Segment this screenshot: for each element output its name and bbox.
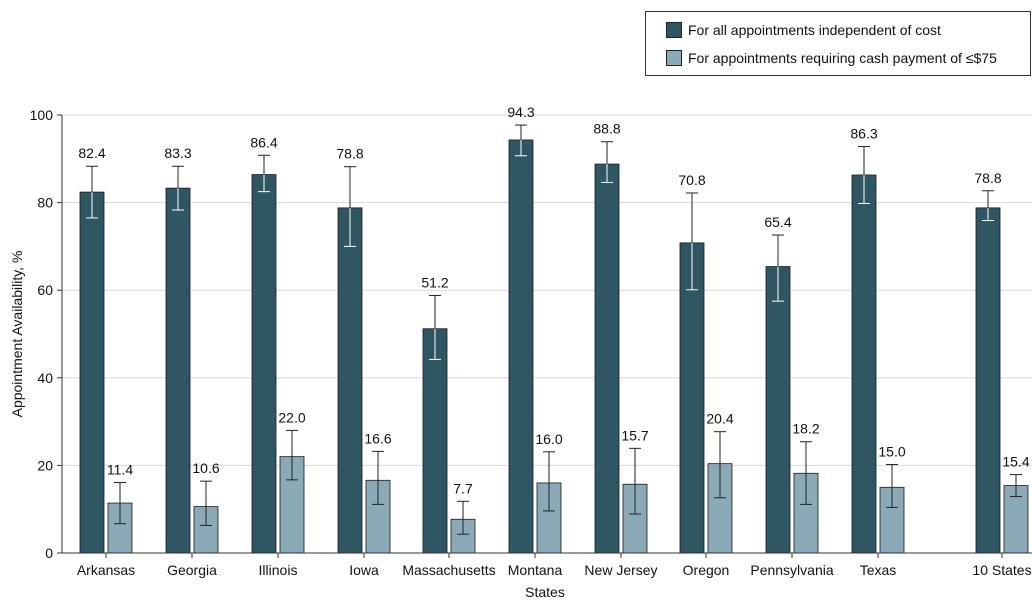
error-bar-cash-payment-pennsylvania bbox=[800, 441, 812, 505]
value-label-cash-payment-10-states: 15.4 bbox=[1002, 454, 1029, 470]
value-label-cash-payment-massachusetts: 7.7 bbox=[453, 480, 473, 496]
x-tick-label-illinois: Illinois bbox=[259, 562, 298, 578]
bar-all-appointments-oregon bbox=[679, 242, 705, 554]
error-bar-all-appointments-illinois bbox=[258, 154, 270, 193]
y-axis-label: Appointment Availability, % bbox=[9, 251, 25, 418]
legend-item-cash-payment: For appointments requiring cash payment … bbox=[666, 50, 997, 66]
value-label-all-appointments-georgia: 83.3 bbox=[164, 145, 191, 161]
error-bar-all-appointments-new-jersey bbox=[601, 141, 613, 183]
legend-swatch-all-appointments bbox=[666, 22, 682, 38]
error-bar-all-appointments-georgia bbox=[172, 165, 184, 211]
value-labels: 82.4 83.3 86.4 78.8 51.2 94.3 88.8 70.8 65.4 86.3… bbox=[78, 104, 1029, 496]
error-bars bbox=[86, 124, 1022, 535]
value-label-all-appointments-arkansas: 82.4 bbox=[78, 145, 105, 161]
x-axis-tick-labels: Arkansas Georgia Illinois Iowa Massachusetts… bbox=[77, 553, 1032, 578]
x-tick-label-georgia: Georgia bbox=[167, 562, 217, 578]
value-label-all-appointments-new-jersey: 88.8 bbox=[593, 121, 620, 137]
bar-all-appointments-arkansas bbox=[79, 191, 105, 554]
value-label-cash-payment-arkansas: 11.4 bbox=[107, 461, 133, 477]
bar-all-appointments-new-jersey bbox=[594, 163, 620, 554]
error-bar-all-appointments-pennsylvania bbox=[772, 234, 784, 302]
bar-all-appointments-texas bbox=[851, 174, 877, 554]
y-tick-label-80: 80 bbox=[37, 195, 53, 211]
value-label-all-appointments-massachusetts: 51.2 bbox=[421, 274, 448, 290]
bar-all-appointments-massachusetts bbox=[422, 328, 448, 554]
x-tick-label-arkansas: Arkansas bbox=[77, 562, 135, 578]
gridlines bbox=[62, 114, 1032, 466]
error-bar-all-appointments-oregon bbox=[686, 192, 698, 291]
value-label-cash-payment-georgia: 10.6 bbox=[192, 460, 219, 476]
error-bar-all-appointments-iowa bbox=[344, 166, 356, 247]
x-tick-label-10-states: 10 States bbox=[972, 562, 1031, 578]
error-bar-all-appointments-arkansas bbox=[86, 165, 98, 219]
bar-all-appointments-10-states bbox=[975, 207, 1001, 554]
error-bar-all-appointments-montana bbox=[515, 124, 527, 157]
value-label-all-appointments-illinois: 86.4 bbox=[250, 134, 277, 150]
y-axis-ticks: 0 20 40 60 80 100 bbox=[30, 107, 62, 561]
legend: For all appointments independent of cost… bbox=[645, 11, 1031, 76]
value-label-all-appointments-iowa: 78.8 bbox=[336, 146, 363, 162]
value-label-cash-payment-pennsylvania: 18.2 bbox=[792, 421, 819, 437]
x-tick-label-pennsylvania: Pennsylvania bbox=[750, 562, 833, 578]
x-tick-label-massachusetts: Massachusetts bbox=[402, 562, 495, 578]
bar-all-appointments-illinois bbox=[251, 174, 277, 554]
value-label-cash-payment-new-jersey: 15.7 bbox=[621, 427, 648, 443]
error-bar-cash-payment-illinois bbox=[286, 429, 298, 481]
error-bar-all-appointments-massachusetts bbox=[429, 294, 441, 360]
y-tick-label-20: 20 bbox=[37, 457, 53, 473]
legend-swatch-cash-payment bbox=[666, 50, 682, 66]
bar-all-appointments-montana bbox=[508, 139, 534, 554]
error-bar-all-appointments-texas bbox=[858, 146, 870, 204]
value-label-cash-payment-iowa: 16.6 bbox=[364, 430, 391, 446]
legend-item-all-appointments: For all appointments independent of cost bbox=[666, 22, 941, 38]
error-bar-cash-payment-massachusetts bbox=[457, 500, 469, 535]
value-label-all-appointments-oregon: 70.8 bbox=[678, 172, 705, 188]
error-bar-cash-payment-iowa bbox=[372, 450, 384, 505]
bars bbox=[79, 139, 1029, 554]
bar-all-appointments-pennsylvania bbox=[765, 266, 791, 554]
bar-all-appointments-georgia bbox=[165, 187, 191, 554]
x-tick-label-montana: Montana bbox=[508, 562, 563, 578]
error-bar-cash-payment-montana bbox=[543, 451, 555, 512]
error-bar-cash-payment-texas bbox=[886, 464, 898, 508]
value-label-cash-payment-oregon: 20.4 bbox=[706, 411, 733, 427]
x-tick-label-texas: Texas bbox=[860, 562, 897, 578]
value-label-all-appointments-montana: 94.3 bbox=[507, 104, 534, 120]
error-bar-cash-payment-georgia bbox=[200, 480, 212, 526]
x-tick-label-iowa: Iowa bbox=[349, 562, 379, 578]
error-bar-cash-payment-new-jersey bbox=[629, 447, 641, 515]
y-tick-label-40: 40 bbox=[37, 370, 53, 386]
error-bar-cash-payment-oregon bbox=[714, 431, 726, 499]
x-axis-label: States bbox=[525, 584, 565, 600]
y-tick-label-100: 100 bbox=[30, 107, 54, 123]
error-bar-all-appointments-10-states bbox=[982, 190, 994, 222]
y-tick-label-0: 0 bbox=[45, 545, 53, 561]
value-label-all-appointments-10-states: 78.8 bbox=[974, 170, 1001, 186]
value-label-cash-payment-illinois: 22.0 bbox=[278, 409, 305, 425]
value-label-cash-payment-texas: 15.0 bbox=[878, 444, 905, 460]
x-tick-label-oregon: Oregon bbox=[683, 562, 730, 578]
value-label-all-appointments-texas: 86.3 bbox=[850, 126, 877, 142]
legend-label-cash-payment: For appointments requiring cash payment … bbox=[688, 50, 997, 66]
bar-all-appointments-iowa bbox=[337, 207, 363, 554]
value-label-all-appointments-pennsylvania: 65.4 bbox=[764, 214, 791, 230]
y-tick-label-60: 60 bbox=[37, 282, 53, 298]
error-bar-cash-payment-10-states bbox=[1010, 474, 1022, 497]
x-tick-label-new-jersey: New Jersey bbox=[584, 562, 657, 578]
legend-label-all-appointments: For all appointments independent of cost bbox=[688, 22, 941, 38]
error-bar-cash-payment-arkansas bbox=[114, 481, 126, 525]
value-label-cash-payment-montana: 16.0 bbox=[535, 431, 562, 447]
